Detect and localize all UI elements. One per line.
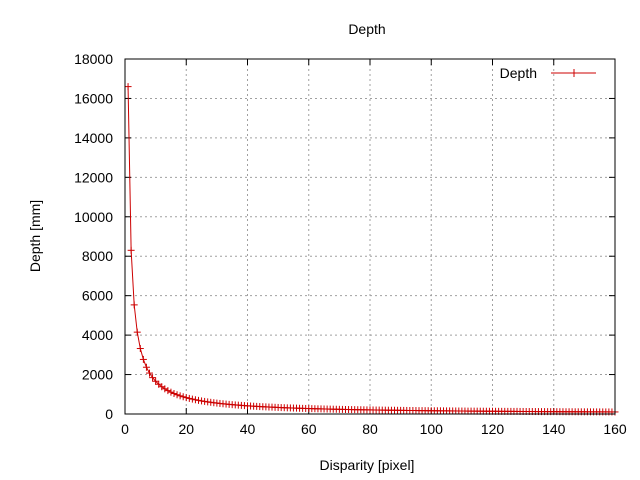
y-tick-label: 18000 bbox=[74, 51, 113, 67]
series-line-depth bbox=[127, 86, 615, 413]
data-point bbox=[164, 387, 172, 395]
x-tick-label: 100 bbox=[420, 421, 444, 437]
x-tick-label: 140 bbox=[542, 421, 566, 437]
y-tick-label: 6000 bbox=[82, 288, 113, 304]
data-point bbox=[161, 385, 169, 393]
y-tick-label: 0 bbox=[105, 406, 113, 422]
x-tick-label: 160 bbox=[603, 421, 627, 437]
y-tick-label: 8000 bbox=[82, 248, 113, 264]
data-point bbox=[124, 83, 132, 91]
plot-frame bbox=[124, 58, 616, 415]
axis-ticks: 0 20 40 60 80 100 120 140 160 0 2000 4000 6000 8000 10… bbox=[74, 51, 627, 437]
legend-label-depth: Depth bbox=[500, 65, 537, 81]
x-axis-label: Disparity [pixel] bbox=[320, 457, 415, 473]
x-tick-label: 40 bbox=[240, 421, 256, 437]
x-tick-label: 80 bbox=[362, 421, 378, 437]
grid-lines bbox=[125, 59, 615, 414]
x-tick-label: 60 bbox=[301, 421, 317, 437]
data-point bbox=[179, 393, 187, 401]
y-tick-label: 10000 bbox=[74, 209, 113, 225]
data-point bbox=[170, 390, 178, 398]
series-depth bbox=[124, 83, 619, 416]
data-point bbox=[136, 345, 144, 353]
chart-title: Depth bbox=[348, 21, 385, 37]
y-tick-label: 16000 bbox=[74, 90, 113, 106]
data-point bbox=[188, 395, 196, 403]
data-point bbox=[127, 246, 135, 254]
y-tick-label: 12000 bbox=[74, 169, 113, 185]
data-point bbox=[149, 374, 157, 382]
x-tick-label: 20 bbox=[178, 421, 194, 437]
x-tick-label: 120 bbox=[481, 421, 505, 437]
data-point bbox=[152, 377, 160, 385]
y-tick-label: 4000 bbox=[82, 327, 113, 343]
data-point bbox=[167, 388, 175, 396]
data-point bbox=[139, 355, 147, 363]
data-point bbox=[142, 363, 150, 371]
data-point bbox=[182, 394, 190, 402]
data-point bbox=[133, 328, 141, 336]
y-tick-label: 2000 bbox=[82, 367, 113, 383]
y-axis-label: Depth [mm] bbox=[27, 200, 43, 272]
data-point bbox=[176, 392, 184, 400]
x-tick-label: 0 bbox=[121, 421, 129, 437]
data-point bbox=[195, 396, 202, 404]
data-point bbox=[146, 369, 153, 377]
data-point bbox=[130, 301, 138, 309]
data-point bbox=[191, 396, 199, 404]
y-tick-label: 14000 bbox=[74, 130, 113, 146]
data-point bbox=[185, 394, 193, 402]
data-point bbox=[173, 391, 181, 399]
legend: Depth bbox=[500, 65, 596, 81]
data-point bbox=[198, 397, 206, 405]
